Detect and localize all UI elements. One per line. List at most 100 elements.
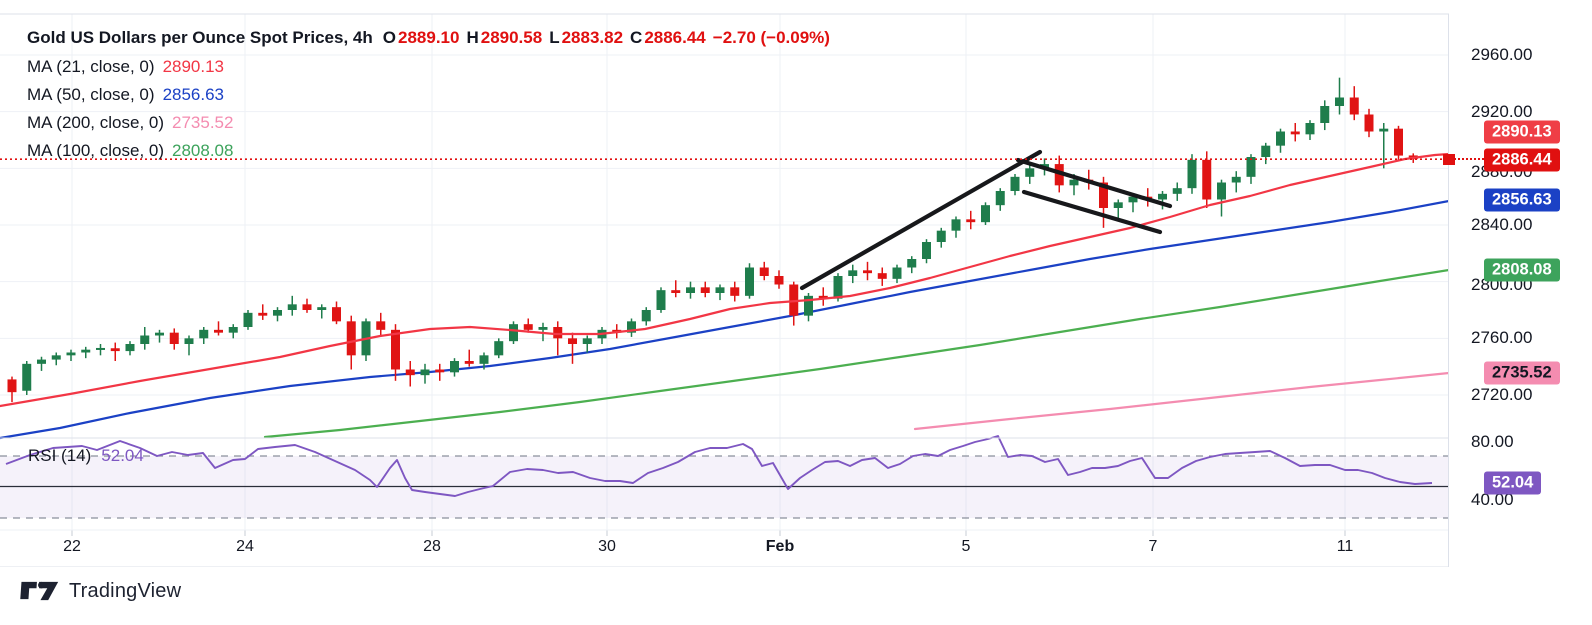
price-badge: 2808.08 [1484,258,1560,282]
candle-body [759,267,769,277]
ma-value: 2856.63 [162,85,225,104]
candle-body [184,338,194,345]
candle-body [523,324,533,330]
ma-legend-row: MA (100, close, 0) 2808.08 [27,139,832,167]
ma-value: 2808.08 [172,141,234,160]
candle-body [214,329,223,333]
candle-body [1187,159,1197,189]
ohlc-key: O [382,28,396,47]
rsi-label: RSI (14) [28,446,92,465]
ma-label: MA (200, close, 0) [27,113,165,132]
price-badge: 2886.44 [1484,148,1560,172]
candle-body [1172,188,1182,194]
candle-body [22,363,32,391]
candle-body [435,369,445,373]
candle-body [715,287,725,294]
candle-body [553,327,563,339]
price-badge: 2890.13 [1484,120,1560,144]
candle-body [1054,164,1064,186]
ma-label: MA (21, close, 0) [27,57,155,76]
price-line-marker [1443,154,1455,165]
candle-body [391,329,400,370]
ma-line-200 [913,371,1449,431]
candle-body [700,287,710,294]
candle-body [568,338,577,345]
price-badge: 2735.52 [1484,361,1560,385]
candle-body [302,304,312,311]
candle-body [140,335,150,345]
time-axis[interactable]: 22 24 28 30 Feb 5 7 11 [0,530,1449,567]
price-line-axis-dots [1454,158,1484,160]
candle-body [1305,123,1315,135]
ma-line-21 [0,152,1449,408]
price-axis-label: 40.00 [1471,490,1514,509]
ma-label: MA (100, close, 0) [27,141,165,160]
chart-canvas[interactable] [0,0,1449,567]
ohlc-value: 2883.82 [561,28,624,47]
symbol-title: Gold US Dollars per Ounce Spot Prices, 4… [27,28,373,47]
candle-body [405,369,415,376]
price-axis-label: 2720.00 [1471,385,1533,404]
candle-body [1025,168,1035,177]
candle-body [1202,159,1212,200]
candle-body [1246,157,1256,177]
candle-body [96,347,105,350]
candle-body [317,307,327,311]
ohlc-value: 2890.58 [480,28,543,47]
candle-body [420,369,430,376]
rsi-line [5,435,1433,497]
candle-body [7,379,17,393]
ma-legend-rows: MA (21, close, 0) 2890.13 MA (50, close, 0… [27,55,832,167]
candle-body [1364,114,1374,132]
candle-body [907,259,917,268]
candle-body [671,290,681,294]
tradingview-logo-icon [20,581,59,601]
candle-body [287,304,297,311]
candle-body [730,287,740,296]
price-axis[interactable]: 2960.00 2920.00 2880.00 2840.00 2800.00 2760.… [1449,0,1592,567]
rsi-value: 52.04 [101,446,144,465]
time-axis-label: 24 [236,538,254,555]
trendline [1021,189,1163,235]
candle-body [863,270,872,274]
candle-body [1010,176,1020,192]
candle-body [376,321,386,330]
candle-body [538,327,548,330]
candle-body [1276,131,1285,146]
ma-label: MA (50, close, 0) [27,85,155,104]
ohlc-value: 2889.10 [398,28,460,47]
candle-body [1069,179,1079,186]
candle-body [332,307,341,322]
candle-body [494,341,504,356]
ohlc-key: C [630,28,643,47]
candle-body [1217,182,1226,200]
time-axis-label: 5 [961,538,971,555]
price-badge: 2856.63 [1484,188,1560,212]
candle-body [892,267,902,279]
candle-body [789,284,799,316]
candle-body [995,191,1005,206]
ma-line-50 [0,199,1449,440]
candle-body [1128,196,1138,203]
candle-body [818,295,828,299]
time-axis-label: 11 [1336,538,1354,555]
time-axis-label: 7 [1148,538,1158,555]
candle-body [951,219,961,231]
trendline [1015,157,1173,209]
price-axis-label: 2840.00 [1471,215,1533,234]
time-axis-label: Feb [765,538,795,555]
candle-body [656,290,666,311]
candle-body [258,312,268,316]
candle-body [169,332,179,345]
candle-body [66,352,76,356]
candle-body [1099,182,1108,209]
tradingview-logo[interactable]: TradingView [20,579,181,603]
candle-body [1261,145,1271,158]
candle-body [110,348,120,352]
ma-legend-row: MA (200, close, 0) 2735.52 [27,111,832,139]
candle-body [228,327,238,333]
candle-body [1394,128,1403,156]
candle-body [922,242,931,260]
candle-body [479,355,489,364]
